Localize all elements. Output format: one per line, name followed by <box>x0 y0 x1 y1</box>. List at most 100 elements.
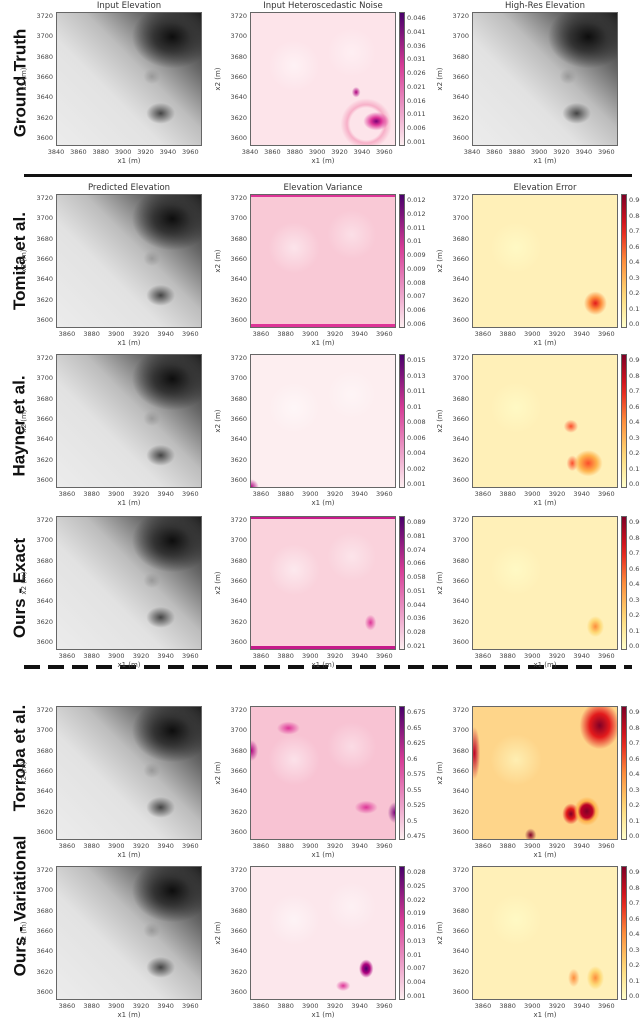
x-tick-label: 3900 <box>530 148 548 156</box>
x-tick-label: 3960 <box>182 842 199 850</box>
heatmap-plot <box>472 706 618 840</box>
colorbar-tick-label: 0.0 <box>629 832 640 840</box>
y-tick-label: 3720 <box>36 706 53 714</box>
y-tick-label: 3620 <box>230 455 247 464</box>
y-tick-label: 3700 <box>36 32 53 41</box>
y-tick-label: 3700 <box>36 374 53 383</box>
y-tick-label: 3600 <box>36 134 53 142</box>
y-axis-label: x2 (m) <box>214 571 222 595</box>
panel-title: Input Heteroscedastic Noise <box>263 1 383 11</box>
colorbar-tick-label: 0.031 <box>407 55 426 64</box>
colorbar <box>621 516 627 650</box>
x-tick-label: 3880 <box>277 1002 294 1010</box>
y-axis-label: x2 (m) <box>436 409 444 433</box>
colorbar-tick-label: 0.01 <box>407 237 422 246</box>
y-tick-label: 3640 <box>36 435 53 444</box>
x-tick-label: 3900 <box>524 490 541 498</box>
y-tick-label: 3620 <box>36 113 53 122</box>
y-tick-label: 3620 <box>36 455 53 464</box>
x-tick-label: 3960 <box>182 490 199 498</box>
colorbar-tick-label: 0.24 <box>629 289 640 297</box>
y-tick-label: 3640 <box>230 947 247 956</box>
y-tick-label: 3700 <box>452 726 469 735</box>
x-axis-label: x1 (m) <box>117 157 141 165</box>
x-axis-label: x1 (m) <box>311 1011 335 1019</box>
x-tick-label: 3880 <box>499 842 516 850</box>
x-tick-label: 3900 <box>524 842 541 850</box>
x-tick-label: 3880 <box>92 148 110 156</box>
colorbar-tick-label: 0.65 <box>407 723 422 732</box>
panel-title: High-Res Elevation <box>505 1 585 11</box>
y-tick-label: 3720 <box>36 194 53 202</box>
colorbar-tick-label: 0.48 <box>629 580 640 588</box>
x-tick-label: 3880 <box>508 148 526 156</box>
colorbar <box>621 866 627 1000</box>
x-tick-label: 3860 <box>58 490 76 498</box>
x-tick-label: 3860 <box>252 330 270 338</box>
colorbar-tick-label: 0.575 <box>407 770 426 778</box>
panel-title: Input Elevation <box>96 1 162 11</box>
y-tick-label: 3640 <box>452 93 469 102</box>
x-tick-label: 3920 <box>548 490 566 498</box>
colorbar-tick-label: 0.044 <box>407 600 426 609</box>
x-tick-label: 3840 <box>241 148 259 156</box>
y-tick-label: 3660 <box>36 255 53 263</box>
y-tick-label: 3700 <box>230 32 247 41</box>
colorbar-tick-label: 0.0 <box>629 320 640 328</box>
y-tick-label: 3620 <box>36 617 53 626</box>
y-tick-label: 3660 <box>452 767 469 775</box>
x-tick-label: 3940 <box>157 652 174 660</box>
y-axis-label: x2 (m) <box>20 761 28 785</box>
heatmap-plot <box>250 866 396 1000</box>
y-tick-label: 3620 <box>36 295 53 304</box>
y-axis-label: x2 (m) <box>436 761 444 785</box>
y-tick-label: 3620 <box>230 295 247 304</box>
y-tick-label: 3680 <box>36 234 53 243</box>
y-tick-label: 3680 <box>36 394 53 403</box>
y-tick-label: 3600 <box>230 134 247 142</box>
x-axis-label: x1 (m) <box>533 339 557 347</box>
y-tick-label: 3720 <box>230 516 247 524</box>
colorbar-tick-label: 0.019 <box>407 909 426 918</box>
colorbar <box>399 194 405 328</box>
x-tick-label: 3880 <box>277 842 294 850</box>
colorbar-tick-label: 0.6 <box>629 914 640 923</box>
x-tick-label: 3920 <box>132 490 150 498</box>
y-axis-label: x2 (m) <box>214 761 222 785</box>
y-tick-label: 3640 <box>36 597 53 606</box>
heatmap-plot <box>250 12 396 146</box>
x-tick-label: 3840 <box>463 148 481 156</box>
y-tick-label: 3680 <box>230 746 247 755</box>
x-tick-label: 3960 <box>182 330 199 338</box>
colorbar-tick-label: 0.0 <box>629 992 640 1000</box>
x-tick-label: 3880 <box>83 490 100 498</box>
y-tick-label: 3600 <box>36 638 53 646</box>
x-tick-label: 3920 <box>132 1002 150 1010</box>
x-tick-label: 3960 <box>376 652 393 660</box>
colorbar <box>621 194 627 328</box>
x-tick-label: 3860 <box>252 490 270 498</box>
heatmap-plot <box>56 354 202 488</box>
x-axis-label: x1 (m) <box>311 499 335 507</box>
y-tick-label: 3660 <box>230 577 247 585</box>
y-tick-label: 3620 <box>452 967 469 976</box>
heatmap-plot <box>250 354 396 488</box>
y-tick-label: 3620 <box>230 967 247 976</box>
y-tick-label: 3680 <box>452 906 469 915</box>
colorbar-tick-label: 0.011 <box>407 387 426 395</box>
colorbar-tick-label: 0.475 <box>407 832 426 840</box>
y-tick-label: 3700 <box>452 374 469 383</box>
x-axis-label: x1 (m) <box>311 661 335 669</box>
colorbar-tick-label: 0.48 <box>629 770 640 778</box>
colorbar-tick-label: 0.72 <box>629 739 640 747</box>
colorbar-tick-label: 0.028 <box>407 628 426 637</box>
y-tick-label: 3660 <box>452 255 469 263</box>
colorbar-tick-label: 0.015 <box>407 356 426 364</box>
y-tick-label: 3680 <box>452 234 469 243</box>
x-tick-label: 3940 <box>157 330 174 338</box>
x-tick-label: 3920 <box>548 1002 566 1010</box>
x-tick-label: 3860 <box>474 1002 492 1010</box>
y-tick-label: 3660 <box>230 767 247 775</box>
y-tick-label: 3680 <box>230 906 247 915</box>
y-tick-label: 3720 <box>230 354 247 362</box>
